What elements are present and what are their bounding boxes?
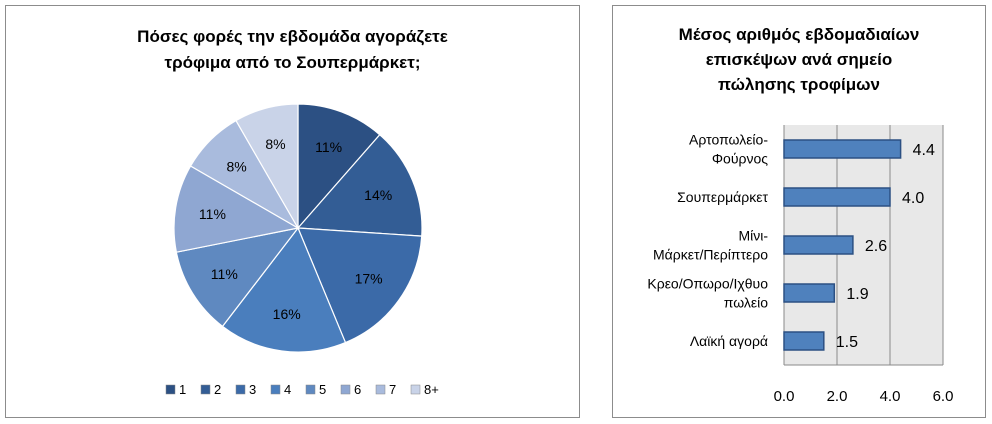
bar-chart-panel: Μέσος αριθμός εβδομαδιαίων επισκέψων ανά… (612, 5, 986, 418)
bar (783, 283, 836, 303)
category-label: Αρτοπωλείο- (689, 132, 768, 148)
pie-slice (297, 103, 381, 230)
legend-label: 4 (284, 382, 291, 397)
legend-label: 2 (214, 382, 221, 397)
bar (783, 139, 902, 159)
pie-slice-label: 17% (355, 271, 383, 287)
pie-chart-title: Πόσες φορές την εβδομάδα αγοράζετε τρόφι… (6, 24, 579, 76)
category-label: Κρεο/Οπωρο/Ιχθυο (647, 276, 768, 292)
pie-slice-label: 11% (199, 206, 226, 222)
legend-swatch (235, 384, 246, 395)
pie-slice-label: 11% (211, 266, 238, 282)
bar-value-label: 1.5 (836, 334, 858, 351)
pie-slice-label: 14% (364, 187, 392, 203)
x-tick-label: 4.0 (880, 388, 901, 405)
pie-slice-label: 11% (315, 139, 342, 155)
legend-label: 5 (319, 382, 326, 397)
bar (783, 187, 891, 207)
pie-chart-panel: Πόσες φορές την εβδομάδα αγοράζετε τρόφι… (5, 5, 580, 418)
category-label: Μίνι- (738, 228, 768, 244)
pie-slice-label: 16% (273, 306, 301, 322)
category-label: Σουπερμάρκετ (677, 189, 768, 205)
pie-slice (173, 165, 300, 253)
legend-swatch (270, 384, 281, 395)
pie-slice-label: 8% (226, 159, 246, 175)
x-tick-label: 0.0 (774, 388, 795, 405)
bar-chart: 0.0 2.0 4.0 6.0 4.4 Αρτοπωλείο- Φούρνος 4.0 Σουπ… (647, 125, 954, 405)
legend-swatch (340, 384, 351, 395)
legend-swatch (200, 384, 211, 395)
pie-title-line-1: Πόσες φορές την εβδομάδα αγοράζετε (137, 27, 448, 46)
bar (783, 331, 825, 351)
pie-slice (296, 133, 423, 237)
bar-chart-title: Μέσος αριθμός εβδομαδιαίων επισκέψων ανά… (613, 22, 985, 97)
category-label: Φούρνος (712, 151, 768, 167)
legend-swatch (410, 384, 421, 395)
pie-slice (297, 227, 423, 344)
bar-value-label: 2.6 (865, 238, 887, 255)
category-label: πωλείο (724, 295, 768, 311)
legend-label: 1 (179, 382, 186, 397)
x-tick-label: 6.0 (933, 388, 954, 405)
pie-slice (235, 103, 299, 231)
legend-swatch (305, 384, 316, 395)
pie-chart: 11% 14% 17% 16% 11% 11% 8% 8% 1 2 3 4 5 6 7 8+ (165, 103, 439, 397)
bar-title-line-2: επισκέψων ανά σημείο (705, 50, 893, 69)
legend-label: 8+ (424, 382, 439, 397)
pie-title-line-2: τρόφιμα από το Σουπερμάρκετ; (164, 53, 421, 72)
pie-slice (175, 227, 300, 328)
legend-label: 6 (354, 382, 361, 397)
legend-label: 7 (389, 382, 396, 397)
x-tick-label: 2.0 (827, 388, 848, 405)
legend-swatch (375, 384, 386, 395)
bar-value-label: 4.0 (902, 190, 924, 207)
legend-swatch (165, 384, 176, 395)
bar (783, 235, 854, 255)
legend-label: 3 (249, 382, 256, 397)
bar-value-label: 4.4 (913, 142, 935, 159)
pie-slice-label: 8% (265, 136, 285, 152)
pie-slice (221, 226, 347, 353)
bar-title-line-3: πώλησης τροφίμων (718, 75, 880, 94)
category-label: Λαϊκή αγορά (690, 333, 768, 349)
bar-title-line-1: Μέσος αριθμός εβδομαδιαίων (678, 25, 920, 44)
category-label: Μάρκετ/Περίπτερο (653, 247, 768, 263)
bar-value-label: 1.9 (846, 286, 868, 303)
